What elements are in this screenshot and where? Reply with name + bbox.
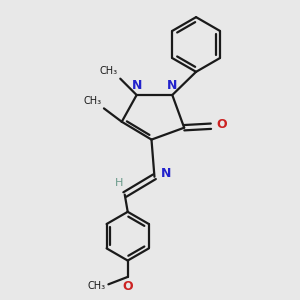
Text: N: N xyxy=(167,79,178,92)
Text: H: H xyxy=(115,178,123,188)
Text: O: O xyxy=(122,280,133,293)
Text: O: O xyxy=(216,118,227,131)
Text: CH₃: CH₃ xyxy=(83,96,102,106)
Text: CH₃: CH₃ xyxy=(100,66,118,76)
Text: CH₃: CH₃ xyxy=(87,281,105,291)
Text: N: N xyxy=(131,79,142,92)
Text: N: N xyxy=(161,167,171,180)
